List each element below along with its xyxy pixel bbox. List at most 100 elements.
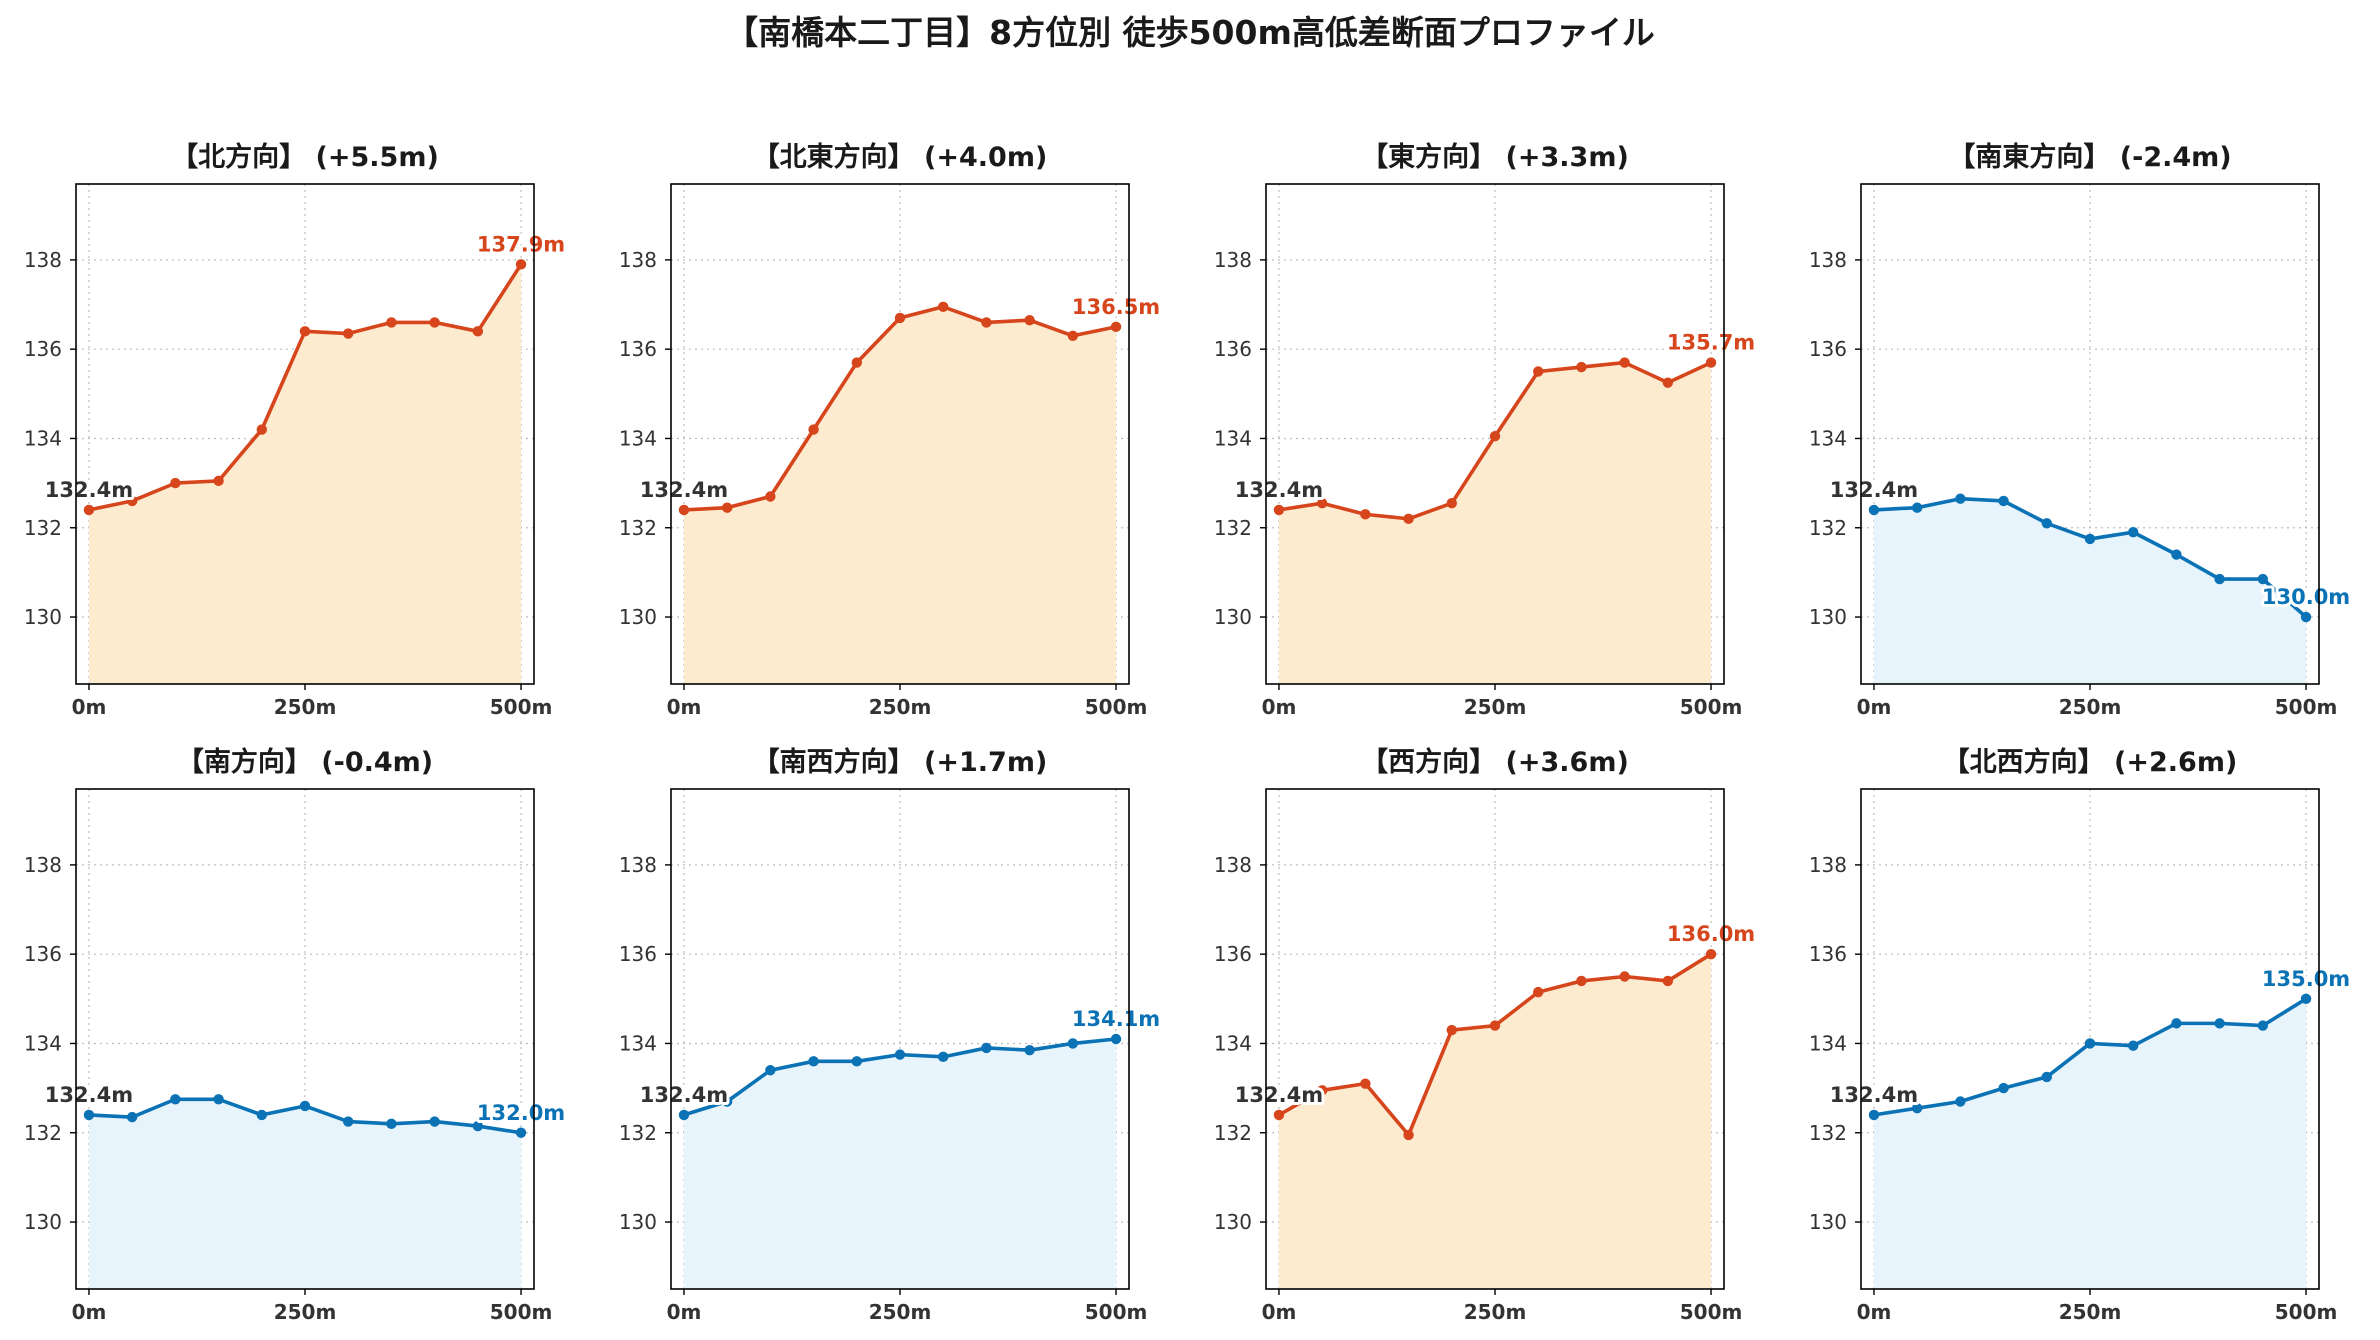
data-point bbox=[126, 495, 138, 507]
data-point bbox=[1576, 975, 1587, 987]
data-point bbox=[2084, 1038, 2096, 1049]
x-tick-label: 500m bbox=[1680, 695, 1743, 719]
data-point bbox=[2257, 573, 2269, 585]
data-point bbox=[2300, 611, 2312, 623]
data-point bbox=[1316, 1085, 1328, 1096]
end-elevation-label: 135.0m bbox=[2262, 967, 2350, 991]
data-point bbox=[1619, 357, 1630, 368]
x-tick-label: 500m bbox=[1085, 695, 1148, 719]
y-tick-label: 138 bbox=[1809, 248, 1847, 272]
data-point bbox=[2084, 533, 2096, 545]
x-tick-label: 250m bbox=[2059, 695, 2122, 719]
data-point bbox=[765, 491, 776, 502]
data-point bbox=[1446, 497, 1457, 509]
panel-title: 【南方向】 (-0.4m) bbox=[177, 746, 433, 778]
data-point bbox=[213, 475, 224, 487]
y-tick-label: 134 bbox=[24, 426, 62, 450]
end-elevation-label: 137.9m bbox=[477, 232, 565, 256]
y-tick-label: 138 bbox=[619, 853, 657, 877]
data-point bbox=[343, 328, 354, 339]
data-point bbox=[1446, 1024, 1457, 1036]
x-tick-label: 0m bbox=[667, 1300, 702, 1324]
data-point bbox=[2128, 527, 2139, 538]
data-point bbox=[678, 1109, 690, 1121]
data-point bbox=[678, 504, 690, 516]
y-tick-label: 132 bbox=[24, 516, 62, 540]
data-point bbox=[2214, 573, 2225, 585]
profile-panel: 【南方向】 (-0.4m) 132.4m 132.0m 130 132 134 136 138… bbox=[24, 746, 568, 1324]
data-point bbox=[1998, 495, 2009, 507]
y-tick-label: 138 bbox=[1809, 853, 1847, 877]
data-point bbox=[1533, 986, 1544, 998]
y-tick-label: 132 bbox=[1214, 516, 1252, 540]
profile-panels: 【北方向】 (+5.5m) 132.4m 137.9m 130 132 134 136 138… bbox=[24, 141, 2353, 1324]
data-point bbox=[1705, 948, 1717, 960]
data-point bbox=[1868, 504, 1880, 516]
data-point bbox=[2171, 549, 2182, 560]
data-point bbox=[2300, 993, 2312, 1005]
data-point bbox=[299, 326, 311, 337]
x-tick-label: 250m bbox=[274, 695, 337, 719]
data-point bbox=[1533, 366, 1544, 377]
data-point bbox=[1868, 1109, 1880, 1121]
data-point bbox=[1911, 502, 1923, 513]
panel-title: 【北西方向】 (+2.6m) bbox=[1943, 746, 2238, 778]
y-tick-label: 132 bbox=[619, 516, 657, 540]
data-point bbox=[2257, 1020, 2269, 1031]
area-fill bbox=[683, 1039, 1117, 1289]
y-tick-label: 130 bbox=[619, 605, 657, 629]
data-point bbox=[938, 301, 949, 312]
area-fill bbox=[1278, 954, 1712, 1289]
y-tick-label: 130 bbox=[24, 605, 62, 629]
y-tick-label: 136 bbox=[1214, 337, 1252, 361]
data-point bbox=[1998, 1082, 2009, 1094]
data-point bbox=[1619, 971, 1630, 982]
y-tick-label: 136 bbox=[619, 337, 657, 361]
x-tick-label: 500m bbox=[1680, 1300, 1743, 1324]
data-point bbox=[515, 259, 527, 270]
y-tick-label: 130 bbox=[1214, 605, 1252, 629]
y-tick-label: 130 bbox=[1214, 1210, 1252, 1234]
area-fill bbox=[88, 264, 522, 684]
data-point bbox=[1110, 1033, 1122, 1045]
x-tick-label: 250m bbox=[2059, 1300, 2122, 1324]
area-fill bbox=[88, 1099, 522, 1289]
data-point bbox=[386, 1118, 397, 1130]
data-point bbox=[256, 424, 267, 435]
start-elevation-label: 132.4m bbox=[1235, 478, 1323, 502]
y-tick-label: 138 bbox=[24, 248, 62, 272]
data-point bbox=[894, 312, 906, 324]
data-point bbox=[981, 317, 992, 328]
y-tick-label: 136 bbox=[24, 942, 62, 966]
area-fill bbox=[1873, 998, 2307, 1289]
data-point bbox=[83, 1109, 95, 1121]
start-elevation-label: 132.4m bbox=[640, 478, 728, 502]
y-tick-label: 130 bbox=[1809, 605, 1847, 629]
data-point bbox=[808, 424, 819, 435]
data-point bbox=[1316, 497, 1328, 509]
y-tick-label: 130 bbox=[24, 1210, 62, 1234]
data-point bbox=[1403, 1129, 1414, 1141]
start-elevation-label: 132.4m bbox=[45, 1083, 133, 1107]
data-point bbox=[721, 502, 733, 513]
x-tick-label: 500m bbox=[490, 1300, 553, 1324]
x-tick-label: 0m bbox=[1857, 1300, 1892, 1324]
x-tick-label: 500m bbox=[2275, 1300, 2338, 1324]
data-point bbox=[1955, 1096, 1966, 1107]
data-point bbox=[299, 1100, 311, 1112]
profile-panel: 【東方向】 (+3.3m) 132.4m 135.7m 130 132 134 136 138… bbox=[1214, 141, 1758, 719]
data-point bbox=[1955, 493, 1966, 504]
data-point bbox=[938, 1051, 949, 1063]
data-point bbox=[808, 1056, 819, 1067]
end-elevation-label: 136.0m bbox=[1667, 922, 1755, 946]
profile-panel: 【北方向】 (+5.5m) 132.4m 137.9m 130 132 134 136 138… bbox=[24, 141, 568, 719]
y-tick-label: 134 bbox=[24, 1031, 62, 1055]
x-tick-label: 500m bbox=[2275, 695, 2338, 719]
data-point bbox=[515, 1127, 527, 1138]
data-point bbox=[721, 1096, 733, 1107]
data-point bbox=[1489, 1020, 1501, 1031]
data-point bbox=[2214, 1018, 2225, 1029]
data-point bbox=[851, 357, 862, 368]
y-tick-label: 134 bbox=[1214, 426, 1252, 450]
